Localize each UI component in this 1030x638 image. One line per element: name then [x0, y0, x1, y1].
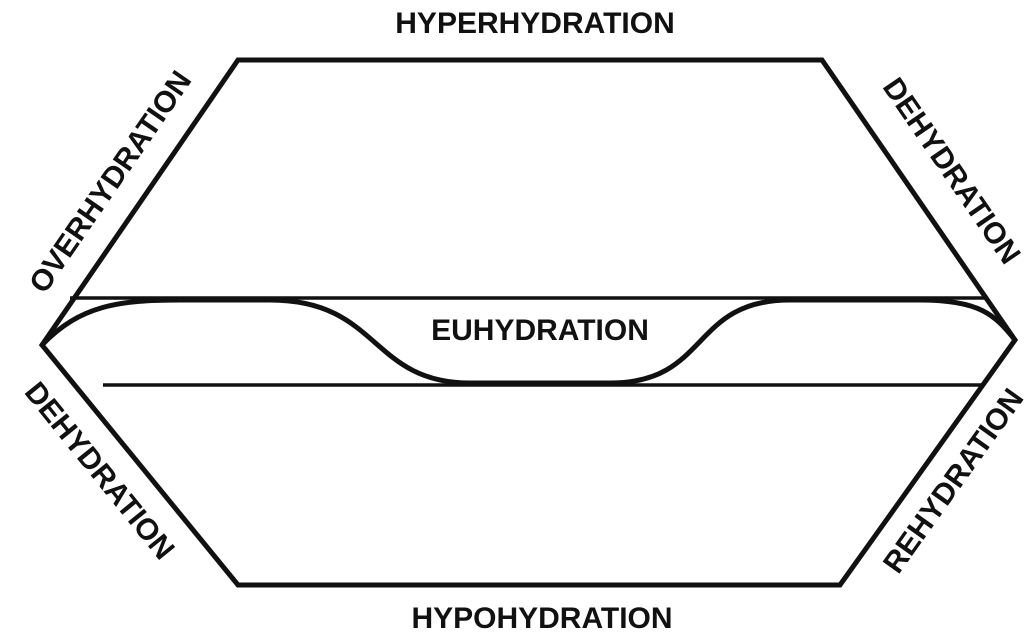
- lower-right-label: REHYDRATION: [877, 383, 1030, 579]
- bottom-label: HYPOHYDRATION: [411, 602, 672, 635]
- center-label: EUHYDRATION: [431, 314, 649, 347]
- upper-left-label: OVERHYDRATION: [23, 65, 198, 299]
- top-label: HYPERHYDRATION: [395, 7, 674, 40]
- lower-left-label: DEHYDRATION: [18, 376, 181, 566]
- hydration-curve: [40, 297, 1017, 386]
